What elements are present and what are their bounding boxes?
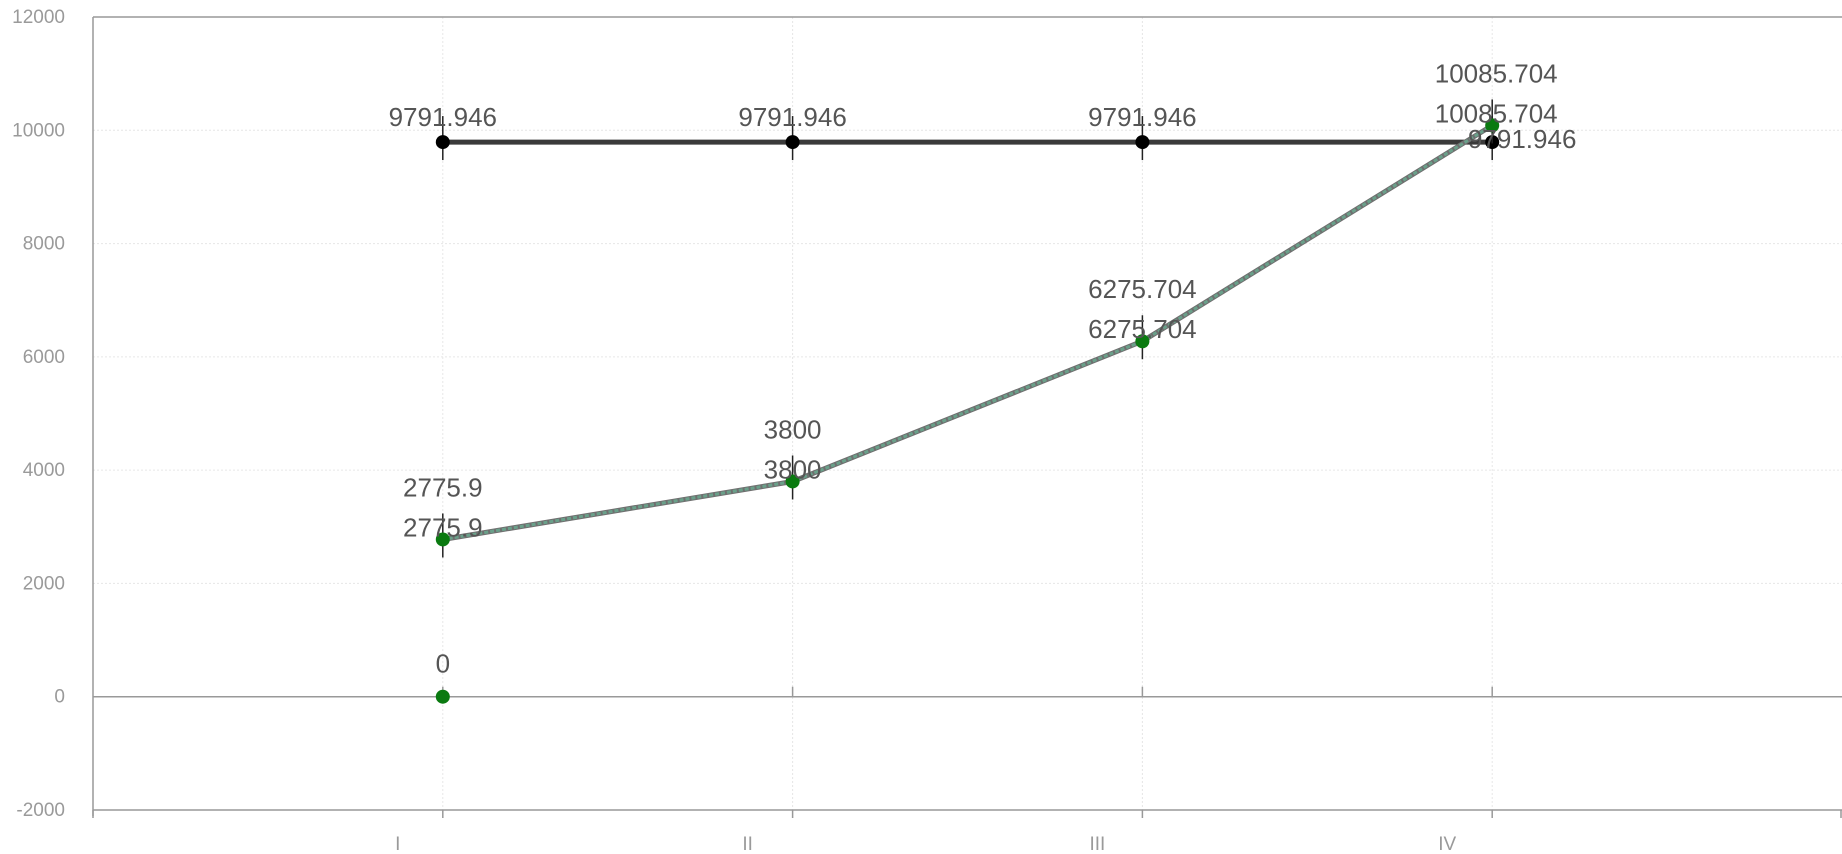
x-tick-label: IV <box>1438 834 1456 854</box>
series-line <box>442 124 1493 541</box>
y-tick-label: 2000 <box>23 573 65 594</box>
y-tick-label: -2000 <box>16 800 65 821</box>
data-label: 3800 <box>764 414 822 444</box>
data-point <box>435 689 450 704</box>
series-line-outline <box>442 123 1494 542</box>
data-label: 2775.9 <box>403 512 483 542</box>
data-label: 6275.704 <box>1088 274 1196 304</box>
data-point <box>1135 135 1150 150</box>
data-label: 6275.704 <box>1088 314 1196 344</box>
series-layer <box>435 99 1500 704</box>
x-tick-label: I <box>395 834 400 854</box>
y-tick-label: 12000 <box>12 7 65 28</box>
y-tick-label: 8000 <box>23 234 65 255</box>
data-point <box>785 135 800 150</box>
data-label: 10085.704 <box>1435 98 1558 128</box>
data-label: 9791.946 <box>1088 102 1196 132</box>
data-point <box>435 135 450 150</box>
data-label: 10085.704 <box>1435 58 1558 88</box>
data-point <box>785 474 800 489</box>
x-tick-label: II <box>742 834 753 854</box>
data-label: 9791.946 <box>738 102 846 132</box>
data-point <box>1135 334 1150 349</box>
y-tick-label: 0 <box>54 687 65 708</box>
y-tick-label: 10000 <box>12 120 65 141</box>
data-point <box>435 532 450 547</box>
x-tick-label: III <box>1089 834 1105 854</box>
data-label: 9791.946 <box>389 102 497 132</box>
data-point <box>1485 118 1500 133</box>
y-tick-label: 4000 <box>23 460 65 481</box>
data-label: 2775.9 <box>403 472 483 502</box>
label-layer: 9791.946 9791.946 9791.946 9791.946 2775.9 27… <box>389 58 1577 678</box>
y-tick-label: 6000 <box>23 347 65 368</box>
data-label: 3800 <box>764 454 822 484</box>
data-label: 0 <box>436 649 450 679</box>
data-label: 9791.946 <box>1468 124 1576 154</box>
